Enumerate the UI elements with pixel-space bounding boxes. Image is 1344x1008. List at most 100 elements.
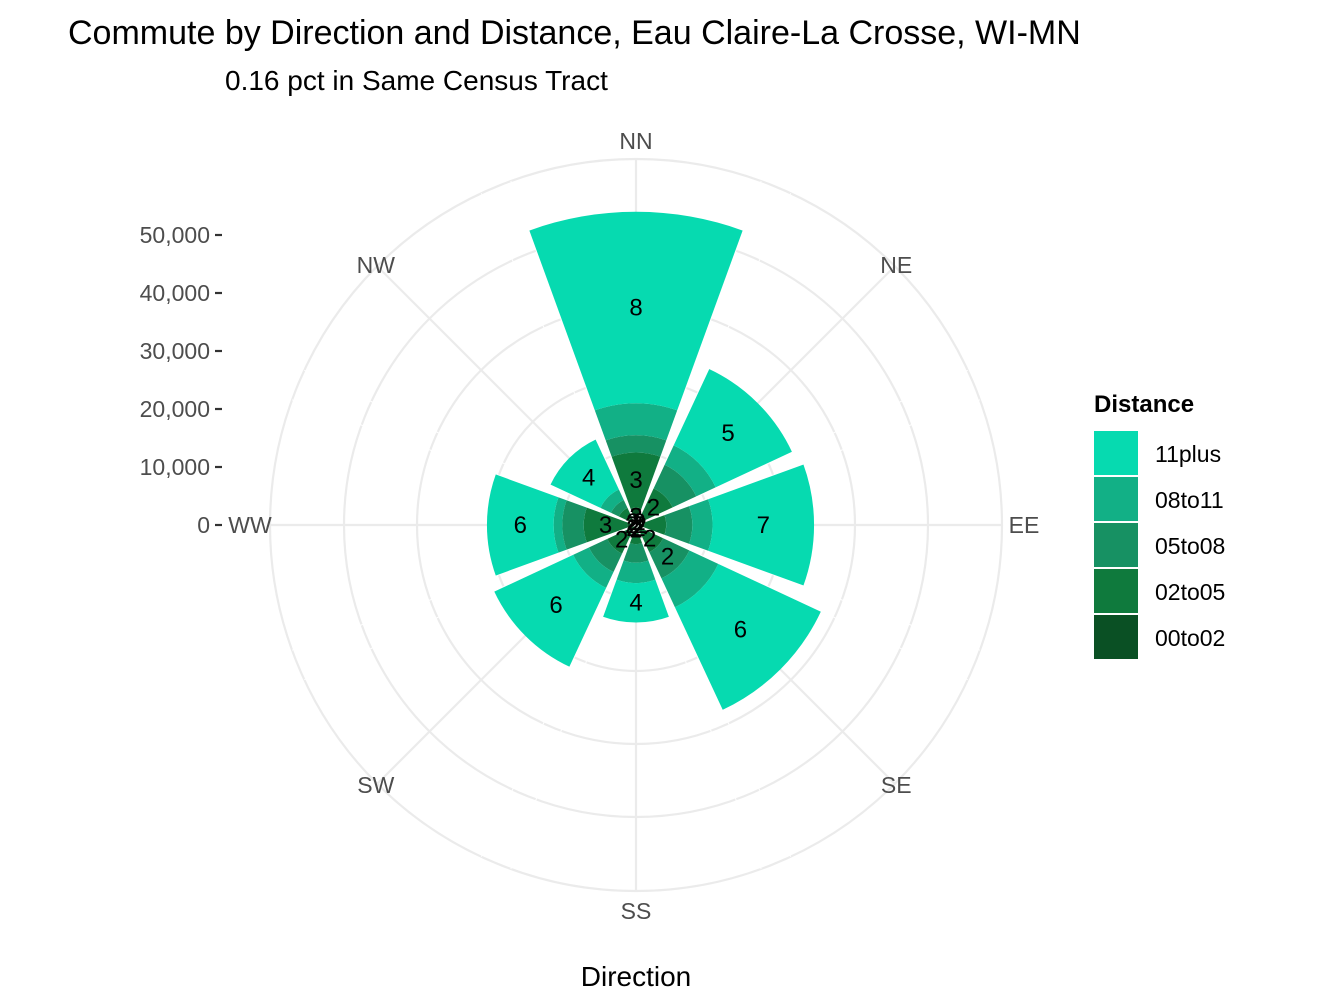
direction-label-nw: NW bbox=[357, 252, 396, 278]
bar-segment-nw-00to02 bbox=[628, 517, 636, 525]
legend-title: Distance bbox=[1094, 391, 1194, 418]
bar-segment-sw-02to05 bbox=[607, 528, 633, 554]
chart-subtitle: 0.16 pct in Same Census Tract bbox=[225, 65, 608, 96]
radial-tick-label: 10,000 bbox=[140, 454, 210, 480]
legend-label-11plus: 11plus bbox=[1155, 441, 1221, 467]
wedge-edge bbox=[480, 193, 637, 526]
bar-segment-nw-08to11 bbox=[600, 489, 625, 514]
bar-segment-ww-05to08 bbox=[562, 499, 587, 551]
wedge-edge bbox=[635, 524, 981, 651]
segment-label: 2 bbox=[634, 512, 647, 539]
legend-swatch-11plus bbox=[1094, 431, 1138, 475]
bar-segment-sw-00to02 bbox=[628, 525, 636, 533]
bar-segment-se-05to08 bbox=[648, 537, 690, 579]
direction-labels: NN NE EE SE SS SW WW NW bbox=[228, 128, 1039, 924]
bar-segment-nw-11plus bbox=[550, 439, 620, 509]
segment-label: 4 bbox=[582, 465, 595, 492]
segment-label: 2 bbox=[661, 544, 674, 571]
legend-swatch-02to05 bbox=[1094, 569, 1138, 613]
bars-layer bbox=[291, 180, 981, 870]
legend-swatch-08to11 bbox=[1094, 477, 1138, 521]
bar-segment-ww-08to11 bbox=[553, 496, 567, 554]
wedge-edge bbox=[635, 369, 968, 526]
bar-segment-nw-05to08 bbox=[610, 499, 628, 517]
bar-segment-ee-00to02 bbox=[636, 522, 645, 528]
bar-segment-ww-11plus bbox=[486, 474, 559, 576]
bar-segment-se-02to05 bbox=[639, 528, 664, 553]
segment-label: 2 bbox=[632, 515, 645, 542]
segment-label: 3 bbox=[599, 512, 612, 539]
legend: Distance 11plus 08to11 05to08 02to05 00to02 bbox=[1094, 391, 1225, 659]
segment-label: 6 bbox=[549, 592, 562, 619]
x-axis-label: Direction bbox=[581, 961, 691, 992]
bar-segment-nn-11plus bbox=[528, 211, 744, 411]
segment-label: 2 bbox=[626, 515, 639, 542]
legend-label-05to08: 05to08 bbox=[1155, 533, 1225, 559]
bar-segment-nn-08to11 bbox=[594, 403, 678, 441]
wedge-edge bbox=[635, 524, 792, 857]
radial-tick-label: 20,000 bbox=[140, 396, 210, 422]
wedge-edge bbox=[635, 524, 968, 681]
segment-label: 6 bbox=[734, 616, 747, 643]
wedge-edge bbox=[635, 399, 981, 526]
bar-segment-ee-05to08 bbox=[664, 505, 693, 545]
bar-segment-ss-11plus bbox=[602, 579, 670, 623]
wedge-edge bbox=[510, 180, 637, 526]
bar-segment-ss-08to11 bbox=[616, 560, 656, 583]
segment-label: 6 bbox=[514, 512, 527, 539]
bar-segment-se-08to11 bbox=[661, 550, 719, 608]
bar-segment-se-11plus bbox=[674, 563, 822, 711]
direction-label-ss: SS bbox=[621, 898, 652, 924]
bar-segment-se-00to02 bbox=[636, 525, 644, 533]
bar-segment-ww-00to02 bbox=[627, 522, 636, 528]
segment-label: 2 bbox=[632, 509, 645, 536]
bar-segment-nn-00to02 bbox=[630, 507, 642, 525]
direction-label-ne: NE bbox=[880, 252, 912, 278]
segment-label: 2 bbox=[643, 526, 656, 553]
segment-label: 8 bbox=[629, 295, 642, 322]
bar-segment-sw-05to08 bbox=[588, 538, 623, 573]
bar-segment-nn-02to05 bbox=[611, 452, 661, 509]
segment-label: 5 bbox=[721, 420, 734, 447]
radial-tick-label: 50,000 bbox=[140, 222, 210, 248]
direction-label-sw: SW bbox=[357, 772, 394, 798]
wedge-edge bbox=[304, 524, 637, 681]
bar-segment-ee-02to05 bbox=[644, 514, 667, 536]
direction-label-se: SE bbox=[881, 772, 912, 798]
segment-label: 4 bbox=[629, 590, 642, 617]
wedge-edge bbox=[510, 524, 637, 870]
bar-segment-sw-08to11 bbox=[572, 547, 614, 589]
bar-segment-ne-05to08 bbox=[653, 464, 697, 508]
legend-label-08to11: 08to11 bbox=[1155, 487, 1224, 513]
legend-label-00to02: 00to02 bbox=[1155, 625, 1225, 651]
legend-swatch-05to08 bbox=[1094, 523, 1138, 567]
bar-segment-ne-11plus bbox=[673, 368, 793, 488]
direction-label-ee: EE bbox=[1009, 512, 1040, 538]
segment-label: 3 bbox=[629, 467, 642, 494]
wedge-edge bbox=[635, 524, 762, 870]
radial-tick-label: 0 bbox=[197, 512, 210, 538]
segment-label: 2 bbox=[626, 509, 639, 536]
wedge-edge bbox=[291, 524, 637, 651]
wedge-edge bbox=[635, 193, 792, 526]
bar-segment-ww-02to05 bbox=[583, 507, 628, 543]
segment-label: 2 bbox=[625, 512, 638, 539]
chart-title: Commute by Direction and Distance, Eau C… bbox=[68, 14, 1081, 52]
wedge-edge bbox=[480, 524, 637, 857]
bar-segment-ne-00to02 bbox=[636, 517, 644, 525]
bar-segment-ss-05to08 bbox=[623, 542, 649, 563]
bar-segment-sw-11plus bbox=[494, 554, 607, 667]
radial-tick-label: 30,000 bbox=[140, 338, 210, 364]
bar-segment-nn-05to08 bbox=[605, 435, 667, 457]
segment-label: 7 bbox=[757, 512, 770, 539]
wedge-edge bbox=[304, 369, 637, 526]
bar-segment-ss-02to05 bbox=[629, 533, 643, 545]
segment-label: 3 bbox=[629, 503, 642, 530]
wedge-edge bbox=[291, 399, 637, 526]
legend-label-02to05: 02to05 bbox=[1155, 579, 1225, 605]
segment-label: 2 bbox=[615, 526, 628, 553]
bar-segment-ee-08to11 bbox=[688, 498, 713, 552]
radial-axis: 0 10,000 20,000 30,000 40,000 50,000 bbox=[140, 222, 222, 538]
